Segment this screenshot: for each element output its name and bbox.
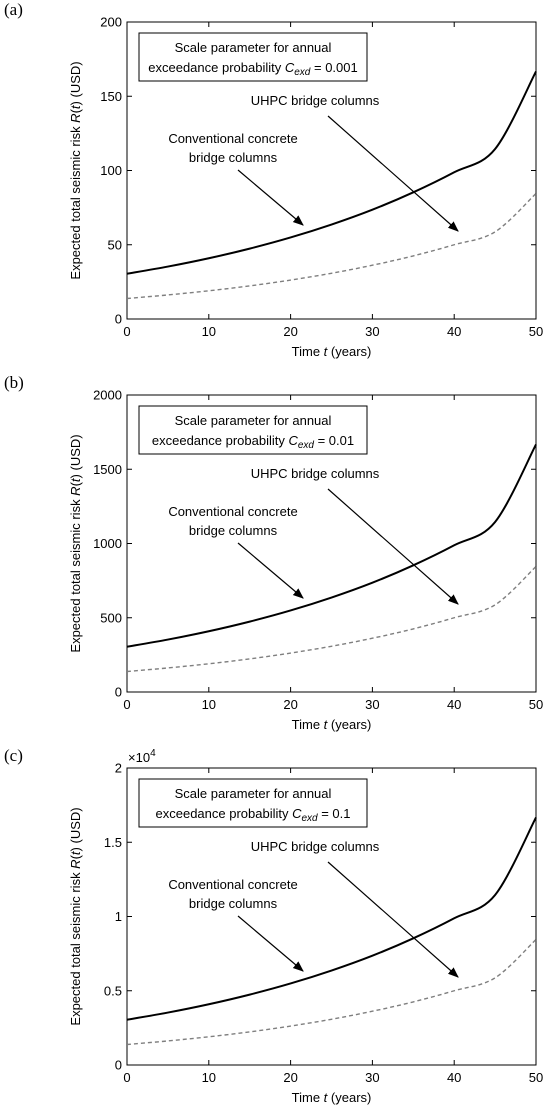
y-tick-label: 0 xyxy=(115,312,122,327)
annotation-conventional-line1: Conventional concrete xyxy=(168,131,297,146)
y-tick-label: 0.5 xyxy=(104,983,122,998)
panel-label: (c) xyxy=(4,746,23,765)
panel-label: (b) xyxy=(4,373,24,392)
y-tick-label: 200 xyxy=(100,15,122,30)
x-tick-label: 40 xyxy=(447,1070,461,1085)
x-axis-title: Time t (years) xyxy=(292,344,372,359)
y-tick-label: 150 xyxy=(100,89,122,104)
x-tick-label: 20 xyxy=(283,1070,297,1085)
y-tick-label: 2 xyxy=(115,761,122,776)
annotation-conventional-line2: bridge columns xyxy=(189,150,278,165)
y-axis-title: Expected total seismic risk R(t) (USD) xyxy=(68,807,83,1025)
y-exponent-label: ×104 xyxy=(128,748,156,765)
chart-a-svg: 0 10 20 30 40 50 0 50 100 150 200 Time t (years) Exp… xyxy=(68,15,543,360)
parameter-box-line1: Scale parameter for annual xyxy=(175,413,332,428)
series-line-conventional xyxy=(126,443,537,648)
annotation-uhpc: UHPC bridge columns xyxy=(251,466,380,481)
chart-c-svg: 0 10 20 30 40 50 0 0.5 1 1.5 2 ×104 Time t (years) Ex… xyxy=(68,748,543,1105)
series-line-uhpc xyxy=(126,566,537,673)
parameter-box-line1: Scale parameter for annual xyxy=(175,40,332,55)
y-tick-label: 50 xyxy=(108,237,122,252)
x-tick-label: 20 xyxy=(283,324,297,339)
parameter-box-line2: exceedance probability Cexd = 0.1 xyxy=(156,806,351,824)
series-line-uhpc xyxy=(126,939,537,1046)
x-tick-label: 10 xyxy=(202,324,216,339)
panel-label: (a) xyxy=(4,0,23,19)
x-tick-label: 50 xyxy=(529,324,543,339)
annotation-uhpc: UHPC bridge columns xyxy=(251,839,380,854)
series-line-uhpc xyxy=(126,193,537,300)
parameter-box xyxy=(138,32,368,82)
annotation-conventional-line2: bridge columns xyxy=(189,896,278,911)
y-tick-label: 1000 xyxy=(93,536,122,551)
x-tick-label: 0 xyxy=(123,697,130,712)
x-tick-label: 10 xyxy=(202,1070,216,1085)
chart-panel-b: (b) 0 10 20 30 40 50 0 500 1000 1500 2000 Time t (y… xyxy=(0,373,550,746)
x-tick-label: 40 xyxy=(447,324,461,339)
arrow-uhpc xyxy=(327,488,459,605)
y-tick-label: 1 xyxy=(115,909,122,924)
y-tick-label: 100 xyxy=(100,163,122,178)
y-axis-title: Expected total seismic risk R(t) (USD) xyxy=(68,434,83,652)
arrow-uhpc xyxy=(327,861,459,978)
chart-panel-c: (c) 0 10 20 30 40 50 0 0.5 1 1.5 2 ×104 Time t (year… xyxy=(0,746,550,1119)
y-tick-label: 0 xyxy=(115,1058,122,1073)
x-axis-title: Time t (years) xyxy=(292,717,372,732)
chart-panel-a: (a) 0 10 20 30 40 50 0 50 100 150 200 Time t (years… xyxy=(0,0,550,373)
series-line-conventional xyxy=(126,70,537,275)
parameter-box-line1: Scale parameter for annual xyxy=(175,786,332,801)
annotation-conventional-line1: Conventional concrete xyxy=(168,504,297,519)
x-tick-label: 10 xyxy=(202,697,216,712)
y-tick-label: 0 xyxy=(115,685,122,700)
y-axis-title: Expected total seismic risk R(t) (USD) xyxy=(68,61,83,279)
annotation-uhpc: UHPC bridge columns xyxy=(251,93,380,108)
parameter-box xyxy=(138,778,368,828)
x-tick-label: 20 xyxy=(283,697,297,712)
x-tick-label: 40 xyxy=(447,697,461,712)
x-tick-label: 30 xyxy=(365,1070,379,1085)
y-tick-label: 1500 xyxy=(93,462,122,477)
annotation-conventional-line2: bridge columns xyxy=(189,523,278,538)
parameter-box xyxy=(138,405,368,455)
parameter-box-line2: exceedance probability Cexd = 0.001 xyxy=(148,60,357,78)
annotation-conventional-line1: Conventional concrete xyxy=(168,877,297,892)
y-tick-label: 1.5 xyxy=(104,835,122,850)
parameter-box-line2: exceedance probability Cexd = 0.01 xyxy=(152,433,354,451)
x-tick-label: 50 xyxy=(529,1070,543,1085)
arrow-uhpc xyxy=(327,115,459,232)
x-tick-label: 50 xyxy=(529,697,543,712)
x-tick-label: 30 xyxy=(365,324,379,339)
arrow-conventional xyxy=(237,169,304,226)
series-line-conventional xyxy=(126,816,537,1021)
arrow-conventional xyxy=(237,915,304,972)
y-tick-label: 500 xyxy=(100,610,122,625)
x-tick-label: 0 xyxy=(123,1070,130,1085)
x-tick-label: 0 xyxy=(123,324,130,339)
x-tick-label: 30 xyxy=(365,697,379,712)
x-axis-title: Time t (years) xyxy=(292,1090,372,1105)
y-tick-label: 2000 xyxy=(93,388,122,403)
arrow-conventional xyxy=(237,542,304,599)
